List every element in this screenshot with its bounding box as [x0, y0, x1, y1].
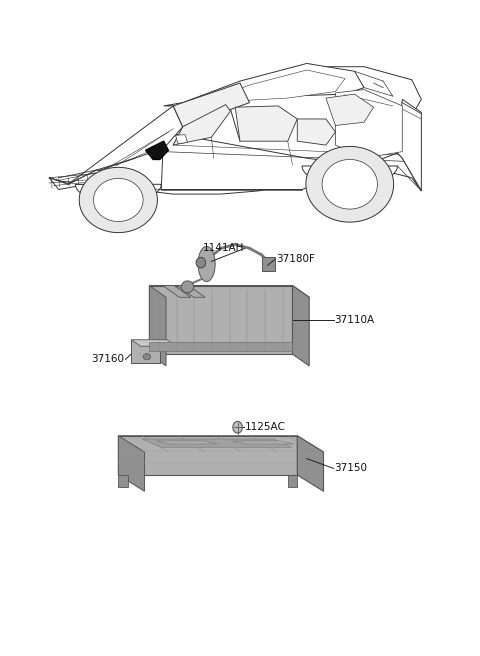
- Polygon shape: [118, 436, 144, 491]
- Polygon shape: [163, 285, 191, 297]
- Polygon shape: [196, 257, 205, 268]
- Polygon shape: [306, 146, 394, 222]
- Polygon shape: [131, 340, 167, 363]
- Text: 1141AH: 1141AH: [203, 243, 244, 253]
- Polygon shape: [177, 285, 205, 297]
- Polygon shape: [149, 285, 166, 366]
- Polygon shape: [181, 281, 194, 293]
- Polygon shape: [233, 421, 242, 433]
- Polygon shape: [198, 247, 215, 281]
- Polygon shape: [118, 436, 324, 452]
- Polygon shape: [161, 132, 421, 191]
- Polygon shape: [164, 64, 364, 106]
- Polygon shape: [336, 90, 402, 158]
- Polygon shape: [142, 439, 292, 447]
- Polygon shape: [149, 285, 292, 354]
- Polygon shape: [75, 184, 161, 203]
- Text: 37180F: 37180F: [276, 255, 315, 264]
- Polygon shape: [292, 285, 309, 366]
- Polygon shape: [176, 134, 188, 144]
- Polygon shape: [156, 441, 217, 444]
- Text: 37150: 37150: [335, 463, 368, 474]
- Polygon shape: [326, 94, 373, 125]
- Polygon shape: [302, 166, 397, 186]
- Polygon shape: [49, 67, 421, 194]
- Polygon shape: [297, 119, 336, 145]
- Polygon shape: [79, 167, 157, 233]
- Polygon shape: [118, 436, 297, 475]
- Polygon shape: [118, 475, 128, 487]
- Polygon shape: [297, 436, 324, 491]
- Text: 37110A: 37110A: [335, 314, 374, 325]
- Polygon shape: [94, 178, 143, 222]
- Polygon shape: [49, 170, 107, 190]
- Polygon shape: [149, 285, 309, 297]
- Polygon shape: [173, 83, 250, 127]
- Text: 37160: 37160: [92, 354, 124, 364]
- Polygon shape: [149, 342, 292, 351]
- Polygon shape: [173, 104, 230, 145]
- Polygon shape: [397, 99, 421, 191]
- Polygon shape: [183, 70, 345, 107]
- Polygon shape: [233, 441, 294, 444]
- Polygon shape: [322, 159, 377, 209]
- Polygon shape: [145, 141, 168, 159]
- Polygon shape: [262, 257, 275, 270]
- Polygon shape: [68, 106, 183, 184]
- Polygon shape: [288, 475, 297, 487]
- Polygon shape: [235, 106, 297, 141]
- Polygon shape: [143, 354, 151, 360]
- Text: 1125AC: 1125AC: [245, 422, 286, 432]
- Polygon shape: [131, 340, 177, 346]
